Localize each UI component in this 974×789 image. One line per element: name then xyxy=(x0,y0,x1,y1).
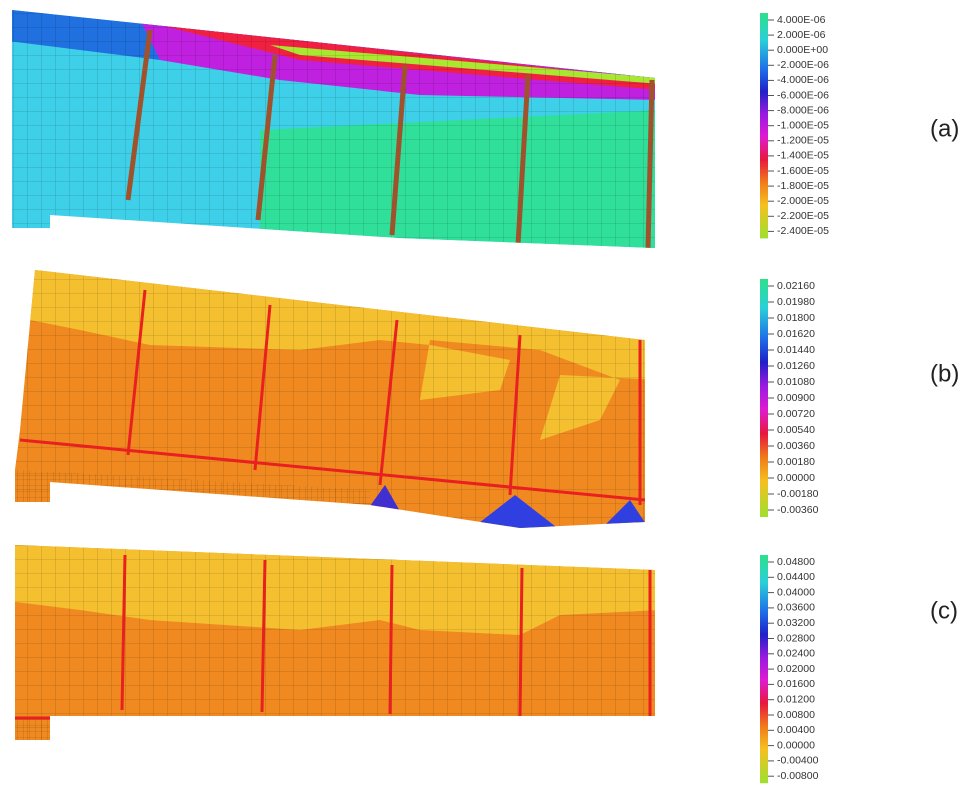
legend-label: 0.01600 xyxy=(777,678,815,690)
legend-label: 4.000E-06 xyxy=(777,14,826,26)
legend-label: -2.000E-05 xyxy=(777,195,829,207)
legend-label: -4.000E-06 xyxy=(777,74,829,86)
legend-label: 0.01980 xyxy=(777,296,815,308)
contour-plot-b xyxy=(0,260,660,540)
legend-label: 0.04400 xyxy=(777,571,815,583)
legend-label: 0.000E+00 xyxy=(777,44,828,56)
legend-label: -1.000E-05 xyxy=(777,119,829,131)
legend-label: 0.00720 xyxy=(777,408,815,420)
legend-colorbar xyxy=(760,555,768,783)
legend-label: 0.03600 xyxy=(777,602,815,614)
legend-label: 0.00360 xyxy=(777,440,815,452)
legend-label: -1.400E-05 xyxy=(777,150,829,162)
legend-label: 0.01800 xyxy=(777,312,815,324)
legend-label: 0.00000 xyxy=(777,472,815,484)
legend-colorbar xyxy=(760,13,768,238)
legend-label: -0.00400 xyxy=(777,755,819,767)
panel-label: (a) xyxy=(930,115,959,142)
legend-label: 0.02400 xyxy=(777,648,815,660)
legend-label: -1.800E-05 xyxy=(777,180,829,192)
legend-label: -6.000E-06 xyxy=(777,89,829,101)
legend-label: 0.01440 xyxy=(777,344,815,356)
panel-label: (b) xyxy=(930,360,959,387)
legend-label: -2.400E-05 xyxy=(777,225,829,237)
legend-colorbar xyxy=(760,279,768,517)
legend-label: 0.01620 xyxy=(777,328,815,340)
legend-label: 0.04000 xyxy=(777,586,815,598)
legend-label: 2.000E-06 xyxy=(777,29,826,41)
legend-label: 0.00900 xyxy=(777,392,815,404)
legend-label: 0.00400 xyxy=(777,724,815,736)
panel-label: (c) xyxy=(930,597,958,624)
legend-label: -0.00180 xyxy=(777,488,819,500)
legend-label: 0.00540 xyxy=(777,424,815,436)
legend-label: 0.04800 xyxy=(777,556,815,568)
legend-label: 0.00800 xyxy=(777,709,815,721)
legend-label: 0.00180 xyxy=(777,456,815,468)
legend-label: 0.01260 xyxy=(777,360,815,372)
legend-label: 0.02160 xyxy=(777,280,815,292)
legends: 4.000E-06 2.000E-06 0.000E+00 -2.000E-06 -4.… xyxy=(760,13,959,783)
legend-label: 0.02000 xyxy=(777,663,815,675)
legend-label: -0.00360 xyxy=(777,504,819,516)
legend-label: 0.01080 xyxy=(777,376,815,388)
legend-label: -1.600E-05 xyxy=(777,165,829,177)
legend-label: -8.000E-06 xyxy=(777,104,829,116)
legend-label: 0.01200 xyxy=(777,693,815,705)
legend-label: -1.200E-05 xyxy=(777,135,829,147)
contour-plot-a xyxy=(0,0,660,260)
legend-label: -2.200E-05 xyxy=(777,210,829,222)
legend-label: -0.00800 xyxy=(777,770,819,782)
figure: 4.000E-06 2.000E-06 0.000E+00 -2.000E-06 -4.… xyxy=(0,0,974,789)
contour-plot-c xyxy=(0,540,660,750)
legend-label: -2.000E-06 xyxy=(777,59,829,71)
legend-label: 0.02800 xyxy=(777,632,815,644)
legend-label: 0.03200 xyxy=(777,617,815,629)
legend-label: 0.00000 xyxy=(777,739,815,751)
